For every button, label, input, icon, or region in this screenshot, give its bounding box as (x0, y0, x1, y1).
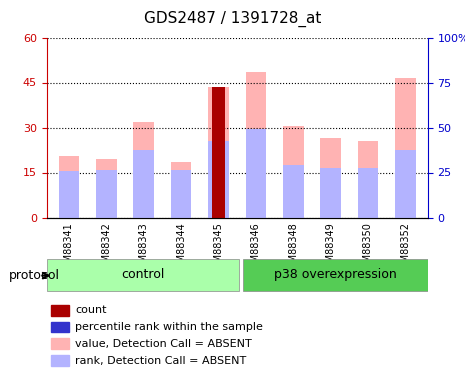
Bar (246, 72, 266, 217)
Bar (51, 322, 69, 332)
Text: percentile rank within the sample: percentile rank within the sample (75, 322, 263, 332)
Bar (283, 126, 304, 218)
Bar (96, 170, 117, 217)
Text: rank, Detection Call = ABSENT: rank, Detection Call = ABSENT (75, 356, 246, 366)
Bar (395, 150, 416, 217)
Bar (133, 122, 154, 218)
Bar (51, 339, 69, 349)
FancyBboxPatch shape (243, 259, 428, 291)
Text: control: control (121, 268, 165, 281)
Bar (320, 168, 341, 217)
Bar (171, 170, 192, 217)
Bar (171, 162, 192, 218)
Bar (59, 171, 79, 217)
Bar (59, 156, 79, 218)
Bar (96, 159, 117, 218)
Text: GDS2487 / 1391728_at: GDS2487 / 1391728_at (144, 11, 321, 27)
Text: count: count (75, 305, 106, 315)
Bar (133, 150, 154, 217)
Text: value, Detection Call = ABSENT: value, Detection Call = ABSENT (75, 339, 252, 349)
Bar (208, 141, 229, 218)
Bar (320, 138, 341, 218)
Bar (213, 87, 225, 218)
FancyBboxPatch shape (46, 259, 239, 291)
Bar (208, 87, 229, 218)
Bar (51, 356, 69, 366)
Bar (246, 129, 266, 218)
Text: p38 overexpression: p38 overexpression (274, 268, 397, 281)
Bar (358, 168, 378, 217)
Bar (358, 141, 378, 218)
Bar (51, 305, 69, 315)
Bar (395, 78, 416, 218)
Text: protocol: protocol (9, 269, 60, 282)
Bar (283, 165, 304, 218)
